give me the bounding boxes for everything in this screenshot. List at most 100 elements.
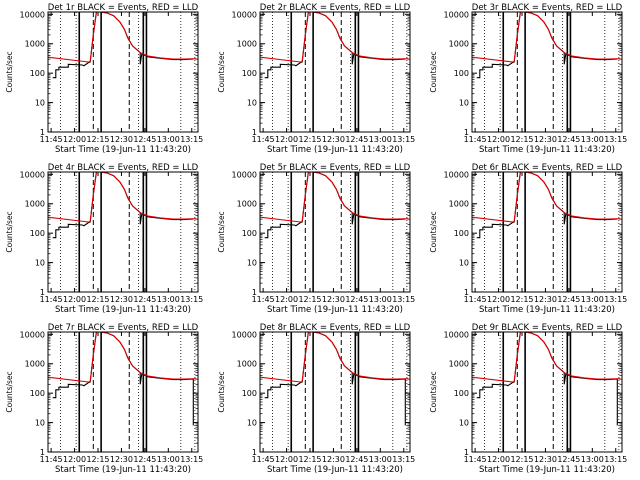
plot-frame [259, 171, 411, 293]
plot-frame [259, 331, 411, 453]
lld-series-line [471, 331, 621, 383]
chart-panel-2: 11:45 12:00 12:15 12:30 12:45 13:00 13:15 1 10 10… [217, 3, 415, 155]
x-tick-label: 11:45 [464, 135, 487, 144]
x-tick-label: 12:45 [557, 455, 580, 464]
chart-panel-6: 11:45 12:00 12:15 12:30 12:45 13:00 13:15 1 10 10… [429, 163, 627, 315]
lld-series-line [47, 11, 197, 63]
x-tick-label: 13:15 [180, 295, 203, 304]
y-tick-label: 1000 [25, 360, 45, 369]
y-tick-label: 1 [252, 448, 257, 457]
lld-series-line [471, 171, 621, 223]
y-tick-label: 10000 [232, 10, 257, 19]
y-tick-label: 100 [242, 389, 257, 398]
x-tick-label: 12:15 [298, 455, 321, 464]
events-series-line [264, 11, 406, 79]
x-tick-label: 12:45 [345, 135, 368, 144]
events-series-line [476, 11, 618, 79]
x-axis-label: Start Time (19-Jun-11 11:43:20) [479, 305, 615, 315]
x-tick-label: 12:15 [86, 135, 109, 144]
x-axis-label: Start Time (19-Jun-11 11:43:20) [267, 145, 403, 155]
x-tick-label: 12:30 [110, 455, 133, 464]
chart-panel-4: 11:45 12:00 12:15 12:30 12:45 13:00 13:15 1 10 10… [5, 163, 203, 315]
x-tick-label: 11:45 [252, 455, 275, 464]
x-tick-label: 12:30 [322, 295, 345, 304]
x-tick-label: 12:00 [275, 455, 298, 464]
y-tick-label: 1000 [449, 360, 469, 369]
y-tick-label: 100 [30, 229, 45, 238]
y-tick-label: 10000 [444, 10, 469, 19]
x-tick-label: 12:30 [534, 135, 557, 144]
x-tick-label: 11:45 [464, 455, 487, 464]
x-tick-label: 12:00 [275, 135, 298, 144]
y-tick-label: 10000 [444, 330, 469, 339]
x-tick-label: 13:15 [604, 135, 627, 144]
x-tick-label: 12:30 [110, 295, 133, 304]
x-tick-label: 13:00 [581, 455, 604, 464]
lld-series-line [47, 171, 197, 223]
x-tick-label: 12:15 [510, 135, 533, 144]
x-tick-label: 12:30 [534, 295, 557, 304]
events-series-line [52, 11, 194, 79]
plot-frame [471, 331, 623, 453]
plot-frame [47, 331, 199, 453]
lld-series-line [47, 331, 197, 383]
x-tick-label: 12:30 [110, 135, 133, 144]
chart-title: Det 3r BLACK = Events, RED = LLD [472, 3, 623, 13]
x-tick-label: 11:45 [40, 295, 63, 304]
y-axis-label: Counts/sec [217, 371, 226, 412]
x-tick-label: 13:15 [604, 455, 627, 464]
x-tick-label: 13:00 [581, 135, 604, 144]
x-axis-label: Start Time (19-Jun-11 11:43:20) [55, 465, 191, 475]
x-tick-label: 13:15 [180, 135, 203, 144]
lld-series-line [259, 331, 409, 383]
y-tick-label: 10000 [444, 170, 469, 179]
x-tick-label: 11:45 [464, 295, 487, 304]
events-series-line [52, 171, 194, 239]
y-axis-label: Counts/sec [429, 211, 438, 252]
y-tick-label: 100 [30, 69, 45, 78]
y-axis-label: Counts/sec [429, 371, 438, 412]
chart-panel-5: 11:45 12:00 12:15 12:30 12:45 13:00 13:15 1 10 10… [217, 163, 415, 315]
x-tick-label: 13:00 [157, 295, 180, 304]
x-tick-label: 12:30 [534, 455, 557, 464]
x-tick-label: 12:45 [557, 135, 580, 144]
y-tick-label: 1 [40, 288, 45, 297]
x-tick-label: 12:15 [298, 135, 321, 144]
plot-frame [47, 11, 199, 133]
y-tick-label: 1 [252, 288, 257, 297]
y-tick-label: 1000 [25, 200, 45, 209]
x-tick-label: 12:45 [345, 295, 368, 304]
x-tick-label: 11:45 [252, 135, 275, 144]
y-axis-label: Counts/sec [5, 51, 14, 92]
y-axis-label: Counts/sec [5, 371, 14, 412]
x-tick-label: 13:15 [392, 455, 415, 464]
y-axis-label: Counts/sec [5, 211, 14, 252]
y-tick-label: 10 [459, 259, 469, 268]
chart-title: Det 6r BLACK = Events, RED = LLD [472, 163, 623, 173]
x-tick-label: 12:45 [133, 295, 156, 304]
x-axis-label: Start Time (19-Jun-11 11:43:20) [479, 465, 615, 475]
chart-title: Det 9r BLACK = Events, RED = LLD [472, 323, 623, 333]
y-axis-label: Counts/sec [217, 51, 226, 92]
y-tick-label: 10 [35, 99, 45, 108]
x-tick-label: 12:00 [63, 455, 86, 464]
x-tick-label: 12:00 [487, 135, 510, 144]
x-tick-label: 13:15 [392, 295, 415, 304]
plot-frame [471, 11, 623, 133]
y-tick-label: 100 [242, 229, 257, 238]
y-axis-label: Counts/sec [429, 51, 438, 92]
chart-panel-8: 11:45 12:00 12:15 12:30 12:45 13:00 13:15 1 10 10… [217, 323, 415, 475]
x-axis-label: Start Time (19-Jun-11 11:43:20) [479, 145, 615, 155]
x-axis-label: Start Time (19-Jun-11 11:43:20) [267, 465, 403, 475]
x-tick-label: 12:15 [510, 455, 533, 464]
y-tick-label: 100 [454, 229, 469, 238]
x-tick-label: 12:45 [557, 295, 580, 304]
y-tick-label: 1 [40, 448, 45, 457]
chart-panel-3: 11:45 12:00 12:15 12:30 12:45 13:00 13:15 1 10 10… [429, 3, 627, 155]
lld-series-line [259, 11, 409, 63]
x-tick-label: 13:00 [157, 455, 180, 464]
y-tick-label: 1 [464, 288, 469, 297]
y-tick-label: 10 [459, 419, 469, 428]
x-tick-label: 13:00 [157, 135, 180, 144]
y-tick-label: 1000 [237, 360, 257, 369]
